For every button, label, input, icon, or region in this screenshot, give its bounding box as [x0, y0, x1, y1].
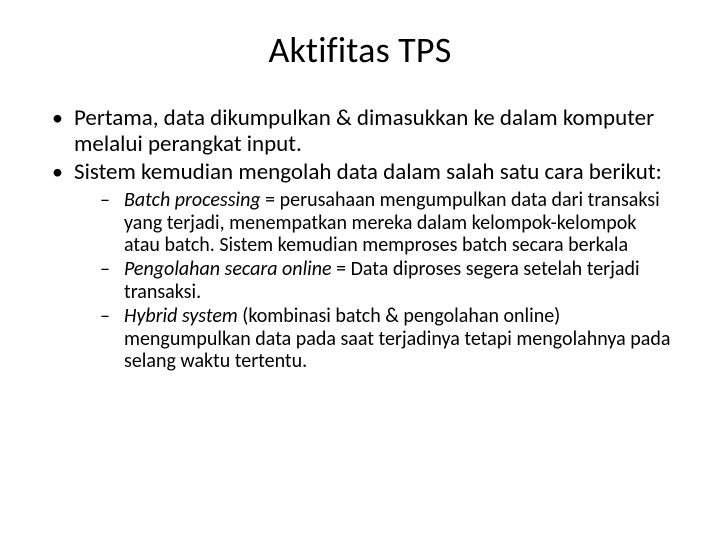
slide: Aktifitas TPS Pertama, data dikumpulkan … — [0, 0, 720, 540]
bullet-item: Pertama, data dikumpulkan & dimasukkan k… — [48, 106, 672, 158]
sub-bullet-term: Hybrid system — [124, 304, 238, 328]
sub-bullet-item: Pengolahan secara online = Data diproses… — [74, 258, 672, 303]
bullet-item: Sistem kemudian mengolah data dalam sala… — [48, 160, 672, 373]
sub-bullet-term: Pengolahan secara online — [124, 257, 332, 281]
sub-bullet-item: Hybrid system (kombinasi batch & pengola… — [74, 305, 672, 372]
bullet-text: Pertama, data dikumpulkan & dimasukkan k… — [74, 104, 654, 158]
sub-bullet-list: Batch processing = perusahaan mengumpulk… — [74, 189, 672, 372]
bullet-text: Sistem kemudian mengolah data dalam sala… — [74, 158, 662, 186]
slide-title: Aktifitas TPS — [48, 28, 672, 72]
sub-bullet-term: Batch processing — [124, 188, 261, 212]
sub-bullet-item: Batch processing = perusahaan mengumpulk… — [74, 189, 672, 256]
bullet-list: Pertama, data dikumpulkan & dimasukkan k… — [48, 106, 672, 372]
